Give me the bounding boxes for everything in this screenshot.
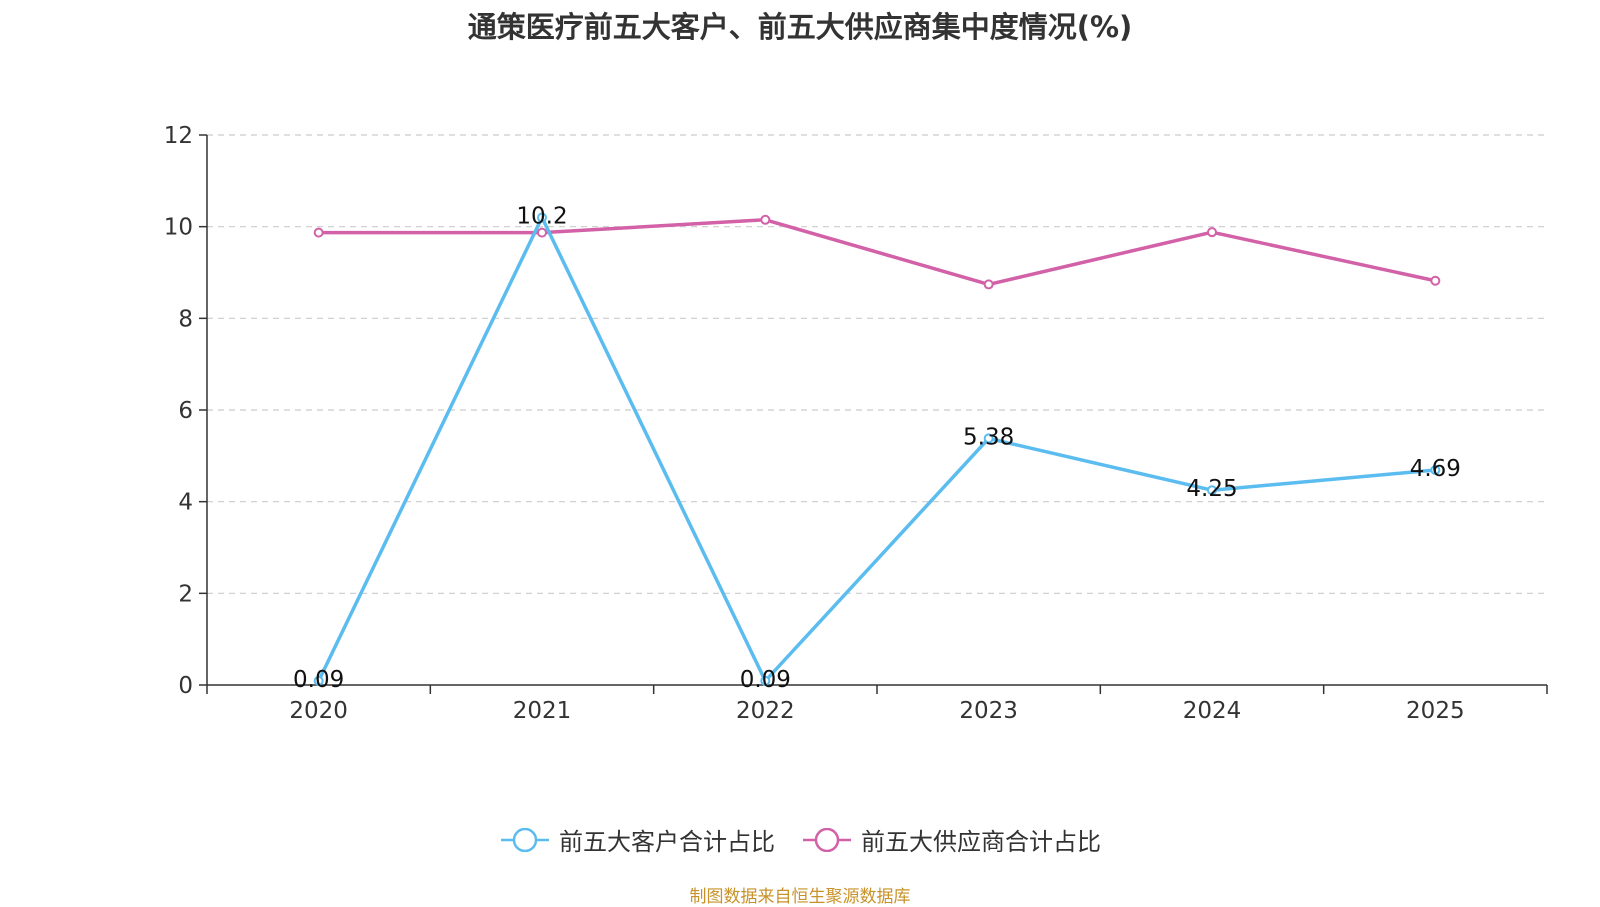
legend-item-suppliers[interactable]: 前五大供应商合计占比 [801, 822, 1101, 857]
legend-item-customers[interactable]: 前五大客户合计占比 [499, 822, 775, 857]
gridlines [207, 134, 1547, 594]
data-point [537, 227, 547, 238]
data-point [1207, 227, 1217, 238]
series-line [318, 218, 1436, 287]
x-tick-label: 2021 [513, 698, 572, 724]
x-tick-label: 2022 [736, 698, 795, 724]
data-point [1430, 275, 1441, 286]
y-tick-label: 2 [178, 581, 193, 607]
data-point [983, 433, 994, 444]
data-point [537, 212, 547, 223]
data-label: 10.2 [516, 204, 567, 230]
y-tick-label: 10 [164, 215, 193, 241]
x-tick-label: 2020 [289, 698, 348, 724]
y-tick-label: 8 [178, 306, 193, 332]
series-lines [313, 212, 1441, 686]
x-tick-label: 2025 [1406, 698, 1465, 724]
data-label: 4.25 [1186, 476, 1237, 502]
data-point [1430, 465, 1441, 476]
x-tick-label: 2023 [959, 698, 1018, 724]
axes: 0 2 4 6 8 10 12 2020 2021 2022 2023 2024 2025 [164, 123, 1548, 724]
data-label: 5.38 [963, 424, 1014, 450]
data-point [760, 675, 771, 686]
data-labels: 0.09 10.2 0.09 5.38 4.25 4.69 [293, 204, 1461, 693]
legend-suppliers-label: 前五大供应商合计占比 [861, 828, 1101, 856]
legend-customers-label: 前五大客户合计占比 [559, 828, 775, 856]
data-point [313, 227, 324, 238]
data-label: 4.69 [1410, 456, 1461, 482]
y-tick-label: 0 [178, 673, 193, 699]
legend-suppliers-icon [803, 827, 851, 852]
data-label: 0.09 [740, 667, 791, 693]
source-note: 制图数据来自恒生聚源数据库 [689, 887, 911, 907]
y-tick-label: 4 [178, 490, 193, 516]
y-tick-label: 12 [164, 123, 193, 149]
data-point [983, 279, 994, 290]
y-tick-label: 6 [178, 398, 193, 424]
x-tick-label: 2024 [1183, 698, 1242, 724]
series-line [317, 215, 1436, 683]
data-point [760, 214, 771, 225]
data-point [1207, 485, 1217, 496]
data-label: 0.09 [293, 667, 344, 693]
legend-customers-icon [501, 827, 549, 852]
chart-title: 通策医疗前五大客户、前五大供应商集中度情况(%) [467, 10, 1133, 44]
legend: 前五大客户合计占比 前五大供应商合计占比 [0, 822, 1600, 857]
data-point [313, 675, 324, 686]
